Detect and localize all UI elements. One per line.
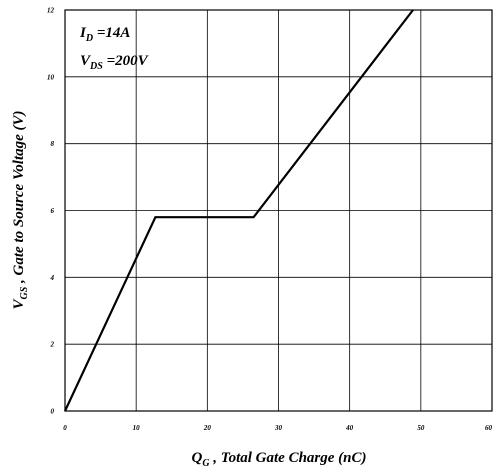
annotation-vds: VDS =200V [80, 53, 150, 72]
y-tick-labels: 0 2 4 6 8 10 12 [47, 7, 55, 416]
grid [64, 9, 493, 412]
annotation-id: ID =14A [79, 25, 130, 44]
x-tick-label: 0 [63, 424, 67, 432]
y-tick-label: 10 [47, 73, 55, 81]
x-tick-label: 40 [345, 424, 354, 432]
y-axis-title: VGS , Gate to Source Voltage (V) [11, 110, 30, 309]
x-tick-label: 60 [485, 424, 493, 432]
plot-frame [64, 9, 493, 412]
x-tick-label: 30 [274, 424, 283, 432]
y-tick-label: 8 [51, 140, 55, 148]
x-tick-label: 10 [133, 424, 141, 432]
x-axis-title: QG , Total Gate Charge (nC) [191, 450, 366, 469]
x-tick-label: 50 [417, 424, 425, 432]
x-tick-labels: 0 10 20 30 40 50 60 [63, 424, 492, 432]
x-tick-label: 20 [203, 424, 212, 432]
series-line [64, 9, 414, 412]
y-tick-label: 0 [51, 408, 55, 416]
y-tick-label: 4 [50, 274, 55, 282]
y-tick-label: 6 [51, 207, 55, 215]
y-tick-label: 2 [50, 341, 55, 349]
y-tick-label: 12 [47, 7, 55, 15]
